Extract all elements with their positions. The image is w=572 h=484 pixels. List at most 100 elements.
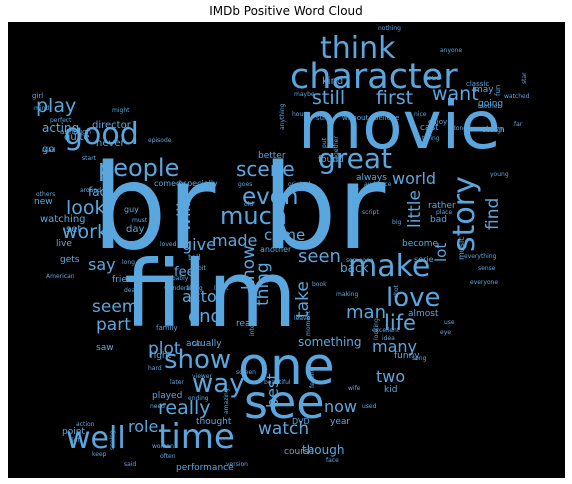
word-someone: someone (346, 257, 374, 264)
word-loved: loved (160, 241, 177, 248)
word-anyone: anyone (440, 47, 463, 54)
word-must: must (132, 217, 148, 224)
word-gets: gets (60, 255, 80, 265)
word-well: well (66, 421, 126, 456)
word-thought: thought (196, 417, 232, 427)
word-together: together (333, 136, 340, 162)
word-action: action (76, 421, 95, 428)
word-real: real (236, 319, 253, 329)
word-always: always (356, 173, 387, 183)
word-know: know (239, 245, 259, 290)
word-first: first (376, 87, 413, 109)
word-film: film (124, 241, 297, 348)
word-family: family (156, 324, 178, 332)
word-put: put (321, 137, 328, 148)
word-two: two (376, 367, 405, 386)
word-perfect: perfect (50, 117, 72, 124)
word-screen: screen (236, 369, 256, 376)
word-read: read (42, 147, 56, 154)
cloud-background (8, 22, 565, 478)
word-might: might (112, 107, 130, 114)
word-sure: sure (316, 114, 331, 122)
word-course: course (284, 447, 315, 457)
word-everyone: everyone (470, 279, 498, 286)
word-one: one (238, 337, 335, 397)
word-said: said (124, 461, 136, 468)
word-actor: actor (182, 287, 224, 306)
word-role: role (128, 417, 158, 436)
word-house: house (292, 111, 310, 118)
word-actually: actually (186, 339, 222, 349)
word-least: least (214, 285, 229, 292)
word-give: give (182, 235, 216, 254)
word-great: great (318, 142, 392, 175)
word-star: star (521, 72, 528, 84)
word-watching: watching (40, 214, 86, 225)
word-fun: fun (494, 85, 502, 96)
word-mind: mind (34, 105, 49, 112)
word-seem: seem (92, 297, 138, 317)
word-goes: goes (238, 181, 252, 188)
word-excellent: excellent (372, 327, 400, 334)
word-feeling: feeling (309, 367, 316, 388)
word-enjoy: enjoy (428, 118, 447, 126)
word-say: say (88, 255, 116, 274)
word-believe: believe (374, 114, 399, 122)
word-man: man (346, 302, 386, 323)
word-death: death (124, 287, 142, 294)
word-beautiful: beautiful (264, 379, 291, 386)
word-movie: movie (298, 87, 501, 164)
word-become: become (402, 239, 438, 249)
word-go: go (42, 144, 54, 155)
word-day: day (126, 224, 144, 235)
word-old: old (244, 201, 253, 208)
word-girl: girl (32, 92, 43, 100)
word-idea: idea (382, 335, 395, 342)
word-episode: episode (148, 137, 172, 144)
word-young: young (490, 171, 509, 178)
word-play: play (36, 95, 76, 117)
word-show: show (164, 345, 231, 375)
word-later: later (170, 379, 184, 386)
word-played: played (152, 391, 182, 401)
word-use: use (444, 319, 455, 326)
word-version: version (226, 461, 248, 468)
word-found: found (318, 155, 344, 165)
word-never: never (96, 138, 126, 149)
word-new: new (34, 197, 53, 207)
word-music: music (457, 236, 466, 260)
word-lot: lot (432, 243, 450, 262)
word-need: need (150, 403, 165, 410)
word-fan: fan (192, 341, 202, 348)
word-br: br (262, 138, 386, 276)
word-cast: cast (420, 123, 439, 133)
word-friend: friend (112, 275, 138, 285)
word-people: people (98, 154, 179, 182)
word-feel: feel (174, 265, 198, 280)
word-time: time (158, 417, 235, 457)
word-find: find (483, 198, 503, 230)
word-used: used (362, 403, 377, 410)
word-come: come (264, 226, 305, 244)
word-part: part (96, 315, 131, 335)
word-true: true (426, 74, 440, 82)
word-many: many (372, 337, 417, 356)
word-life: life (384, 311, 416, 335)
word-still: still (312, 87, 345, 109)
word-quite: quite (64, 132, 90, 143)
word-guy: guy (124, 205, 139, 214)
word-turn: turn (486, 125, 504, 135)
chart-title: IMDb Positive Word Cloud (209, 4, 363, 18)
word-saw: saw (96, 343, 114, 353)
word-along: along (186, 285, 203, 292)
word-much: much (220, 202, 287, 230)
word-dvd: DVD (292, 417, 310, 426)
word-start: start (82, 155, 97, 162)
word-end: end (188, 306, 222, 327)
word-make: make (348, 249, 430, 284)
word-trying: trying (422, 135, 440, 142)
word-back: back (340, 261, 369, 275)
word-set: set (66, 224, 81, 235)
word-seeing: seeing (109, 430, 116, 450)
word-face: face (326, 457, 339, 464)
